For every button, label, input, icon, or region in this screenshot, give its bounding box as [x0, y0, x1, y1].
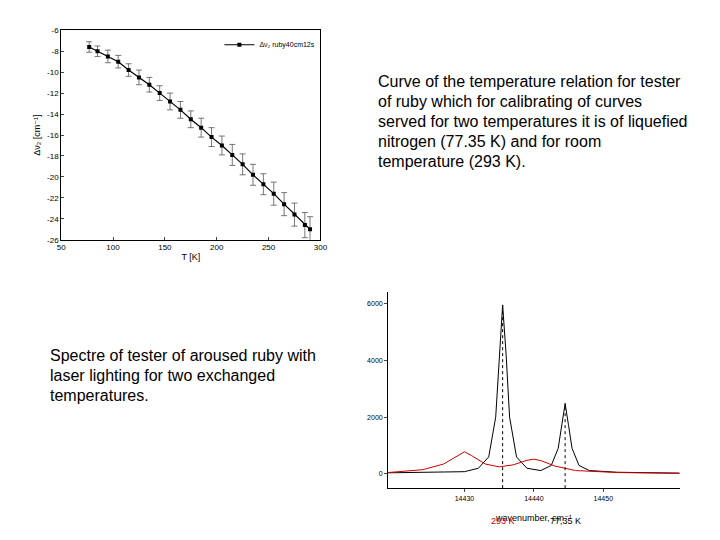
svg-text:-16: -16	[47, 131, 59, 140]
svg-text:6000: 6000	[367, 300, 383, 307]
svg-text:50: 50	[57, 243, 66, 252]
svg-text:200: 200	[210, 243, 224, 252]
svg-text:77,35 K: 77,35 K	[550, 516, 581, 526]
svg-text:100: 100	[106, 243, 120, 252]
svg-text:14430: 14430	[455, 495, 475, 502]
svg-text:14450: 14450	[594, 495, 614, 502]
svg-text:14440: 14440	[524, 495, 544, 502]
svg-text:wavenumber, cm⁻¹: wavenumber, cm⁻¹	[495, 513, 572, 523]
svg-text:150: 150	[158, 243, 172, 252]
svg-text:-6: -6	[51, 26, 59, 35]
svg-text:-18: -18	[47, 152, 59, 161]
svg-text:-22: -22	[47, 194, 59, 203]
svg-text:T [K]: T [K]	[181, 252, 200, 262]
svg-text:-12: -12	[47, 89, 59, 98]
html-text:Curve of the temperature relat: Curve of the temperature relation for te…	[378, 73, 688, 170]
svg-text:-24: -24	[47, 215, 59, 224]
svg-text:Δν₂ ruby40cm12s: Δν₂ ruby40cm12s	[259, 41, 314, 49]
svg-text:4000: 4000	[367, 357, 383, 364]
svg-text:-10: -10	[47, 68, 59, 77]
svg-text:-26: -26	[47, 236, 59, 245]
html-text:Spectre of tester of aroused r: Spectre of tester of aroused ruby with l…	[50, 347, 316, 404]
svg-text:0: 0	[379, 470, 383, 477]
svg-text:-14: -14	[47, 110, 59, 119]
svg-text:293 K: 293 K	[491, 516, 515, 526]
svg-text:-8: -8	[51, 47, 59, 56]
svg-text:300: 300	[314, 243, 328, 252]
svg-text:Δν₂ [cm⁻¹]: Δν₂ [cm⁻¹]	[32, 114, 42, 155]
svg-text:-20: -20	[47, 173, 59, 182]
svg-text:250: 250	[262, 243, 276, 252]
svg-text:2000: 2000	[367, 414, 383, 421]
